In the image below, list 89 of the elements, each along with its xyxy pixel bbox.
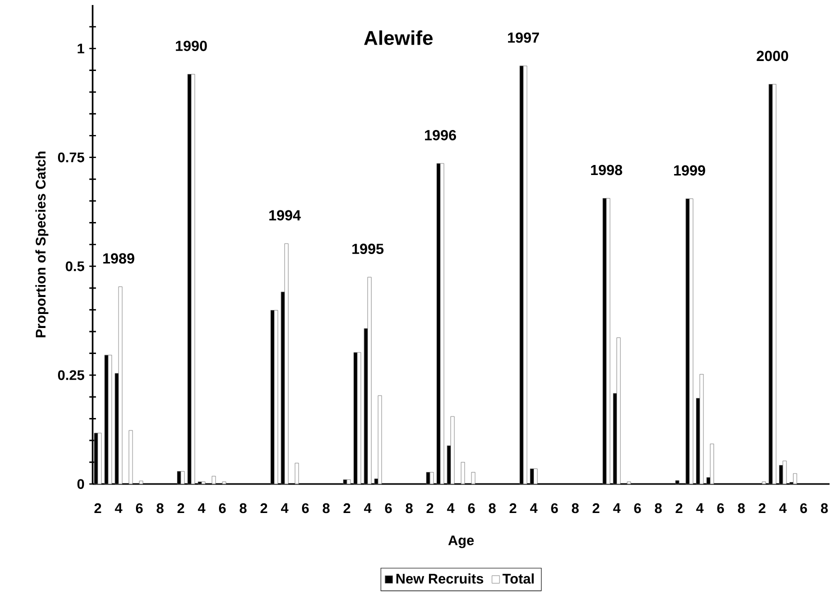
x-tick-label: 4 [696,504,704,514]
bar [689,198,694,484]
x-tick-label: 4 [280,504,288,514]
bar [378,396,382,484]
x-tick-label: 2 [426,504,434,514]
bar [367,277,372,484]
x-tick-label: 8 [654,504,662,514]
annotation: 1999 [674,166,706,176]
x-tick-label: 8 [488,504,496,514]
annotation: 1990 [176,40,207,52]
bar [471,472,476,484]
x-tick-label: 2 [344,504,350,514]
x-tick-label: 6 [218,504,226,514]
annotation: 1994 [269,210,301,221]
bar [128,430,133,484]
x-tick-label: 4 [198,504,206,514]
bar [191,74,196,484]
bar [118,286,122,484]
x-axis-title: Age [448,536,474,548]
bar [222,482,226,484]
x-tick-label: 2 [94,504,102,514]
x-tick-label: 2 [177,504,184,514]
legend-label: Total [502,574,534,584]
bar [616,338,621,484]
y-tick-label: 0.25 [58,370,84,380]
bar [626,482,631,484]
x-tick-label: 2 [260,504,268,514]
annotation: 2000 [756,50,788,62]
x-tick-label: 8 [322,504,330,514]
bar [440,164,444,484]
x-tick-label: 8 [156,504,164,514]
y-tick-label: 0.75 [58,152,84,163]
y-tick-label: 0 [77,479,84,490]
bar [357,352,362,484]
x-tick-label: 6 [800,504,807,514]
bar [772,84,776,484]
x-tick-label: 6 [385,504,392,514]
bar [98,433,102,484]
bar [534,468,538,484]
y-tick-label: 1 [78,44,84,54]
bar [294,463,299,484]
bar [450,416,455,484]
bar [523,66,528,484]
bar [139,480,144,484]
x-tick-label: 8 [820,504,828,514]
bar [710,444,714,484]
x-tick-label: 6 [717,504,724,514]
bar [700,374,704,484]
x-tick-label: 2 [676,504,682,514]
bar [346,480,351,484]
x-tick-label: 4 [613,504,621,514]
x-tick-label: 6 [551,504,558,514]
bar [180,471,185,484]
bar [460,462,465,484]
x-tick-label: 4 [447,504,455,514]
x-tick-label: 8 [240,504,247,514]
bar [201,482,206,484]
x-tick-label: 8 [406,504,413,514]
x-tick-label: 2 [758,504,766,514]
x-tick-label: 2 [592,504,600,514]
bar [782,460,787,484]
bar [274,310,278,484]
x-tick-label: 6 [136,504,143,514]
x-tick-label: 6 [302,504,309,514]
bar [793,474,798,484]
x-tick-label: 2 [510,504,516,514]
bar [108,355,112,484]
x-tick-label: 4 [779,504,787,514]
x-tick-label: 4 [530,504,538,514]
text: Alewife [364,30,433,46]
annotation: 1989 [103,253,134,264]
x-tick-label: 8 [738,504,745,514]
bar [284,244,288,484]
bar [606,198,610,484]
y-tick-label: 0.5 [66,262,84,272]
x-tick-label: 4 [364,504,372,514]
x-tick-label: 6 [634,504,641,514]
annotation: 1995 [352,244,384,254]
annotation: 1996 [425,130,456,141]
annotation: 1997 [508,32,539,44]
x-tick-label: 6 [468,504,475,514]
x-tick-label: 8 [572,504,579,514]
bar [430,472,434,484]
y-axis-title: Proportion of Species Catch [35,152,48,338]
legend-label: New Recruits [396,574,484,584]
x-tick-label: 4 [114,504,122,514]
bar [762,482,766,484]
bar [212,476,216,484]
annotation: 1998 [591,165,622,176]
